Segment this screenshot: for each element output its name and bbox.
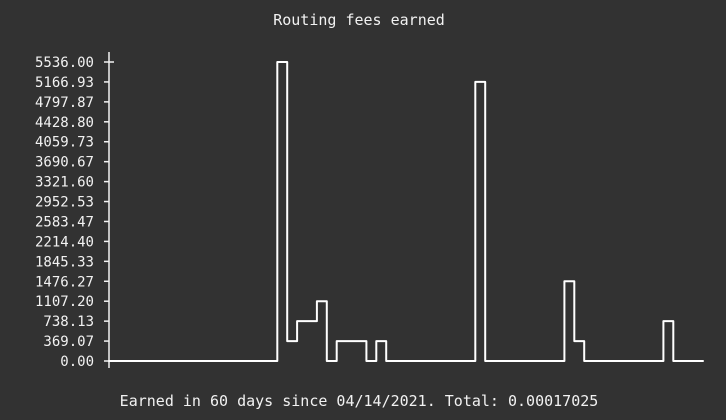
data-point (241, 359, 245, 363)
data-point (468, 359, 472, 363)
y-tick-label: 2214.40 (35, 234, 94, 250)
y-tick-label: 1845.33 (35, 254, 94, 270)
data-point (587, 359, 591, 363)
data-point (617, 359, 621, 363)
y-tick-label: 2952.53 (35, 195, 94, 211)
data-point (122, 359, 126, 363)
data-point (181, 359, 185, 363)
data-point (320, 299, 324, 303)
data-point (171, 359, 175, 363)
data-point (439, 359, 443, 363)
axis-layer: 5536.00 5166.93 4797.87 4428.80 4059.73 3690.… (35, 52, 114, 370)
data-point (666, 319, 670, 323)
fees-series-line (108, 61, 704, 362)
data-point (528, 359, 532, 363)
series-layer (108, 60, 704, 363)
data-point (161, 359, 165, 363)
data-point (627, 359, 631, 363)
data-point (251, 359, 255, 363)
y-tick-label: 0.00 (60, 354, 94, 370)
data-point (696, 359, 700, 363)
data-point (538, 359, 542, 363)
data-point (359, 339, 363, 343)
data-point (449, 359, 453, 363)
y-tick-label: 2583.47 (35, 214, 94, 230)
data-point (112, 359, 116, 363)
data-point (548, 359, 552, 363)
data-point (419, 359, 423, 363)
data-point (270, 359, 274, 363)
y-tick-label: 3690.67 (35, 155, 94, 171)
y-tick-label: 5536.00 (35, 55, 94, 71)
data-point (330, 359, 334, 363)
data-point (310, 319, 314, 323)
data-point (478, 80, 482, 84)
data-point (399, 359, 403, 363)
y-tick-label: 369.07 (43, 334, 94, 350)
data-point (409, 359, 413, 363)
data-point (290, 339, 294, 343)
data-point (567, 279, 571, 283)
data-point (498, 359, 502, 363)
data-point (508, 359, 512, 363)
y-tick-label: 5166.93 (35, 75, 94, 91)
data-point (221, 359, 225, 363)
data-point (597, 359, 601, 363)
data-point (389, 359, 393, 363)
y-tick-label: 1107.20 (35, 294, 94, 310)
chart-footer: Earned in 60 days since 04/14/2021. Tota… (119, 392, 599, 410)
data-point (191, 359, 195, 363)
y-tick-label: 4797.87 (35, 95, 94, 111)
data-point (280, 60, 284, 64)
data-point (142, 359, 146, 363)
data-point (557, 359, 561, 363)
data-point (369, 359, 373, 363)
data-point (686, 359, 690, 363)
data-point (201, 359, 205, 363)
data-point (132, 359, 136, 363)
chart-title: Routing fees earned (273, 11, 445, 29)
data-point (458, 359, 462, 363)
data-point (231, 359, 235, 363)
y-tick-label: 4428.80 (35, 115, 94, 131)
data-point (518, 359, 522, 363)
data-point (647, 359, 651, 363)
data-point (211, 359, 215, 363)
data-point (429, 359, 433, 363)
y-tick-label: 3321.60 (35, 175, 94, 191)
data-point (637, 359, 641, 363)
y-tick-label: 1476.27 (35, 274, 94, 290)
data-point (379, 339, 383, 343)
data-point (607, 359, 611, 363)
data-point (656, 359, 660, 363)
y-tick-label: 738.13 (43, 314, 94, 330)
data-point (340, 339, 344, 343)
data-point (577, 339, 581, 343)
data-point (260, 359, 264, 363)
y-tick-label: 4059.73 (35, 135, 94, 151)
data-point (488, 359, 492, 363)
data-point (350, 339, 354, 343)
data-point (676, 359, 680, 363)
data-point (152, 359, 156, 363)
data-point (300, 319, 304, 323)
